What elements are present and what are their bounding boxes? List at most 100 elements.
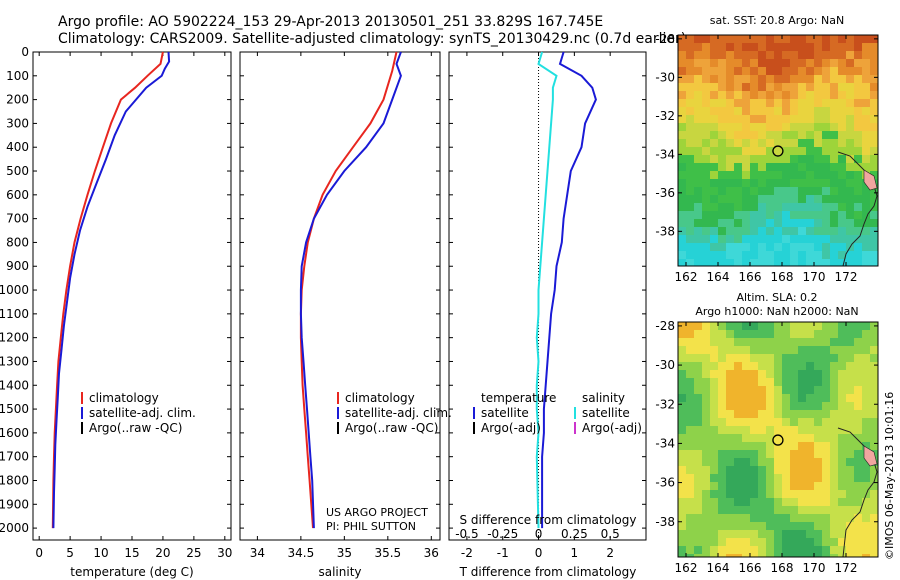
heatmap-cell [750, 538, 758, 546]
heatmap-cell [766, 522, 774, 530]
y-tick-label: 1600 [0, 426, 29, 440]
map-y-tick-label: -38 [655, 224, 675, 238]
heatmap-cell [790, 83, 798, 91]
heatmap-cell [798, 378, 806, 386]
heatmap-cell [854, 434, 862, 442]
temperature-plot-frame [32, 51, 232, 541]
heatmap-cell [806, 370, 814, 378]
heatmap-cell [774, 370, 782, 378]
heatmap-cell [702, 522, 710, 530]
heatmap-cell [846, 522, 854, 530]
heatmap-cell [814, 139, 822, 147]
heatmap-cell [726, 538, 734, 546]
heatmap-cell [846, 322, 854, 330]
heatmap-cell [854, 546, 862, 554]
heatmap-cell [814, 506, 822, 514]
heatmap-cell [846, 482, 854, 490]
heatmap-cell [766, 227, 774, 235]
heatmap-cell [686, 474, 694, 482]
heatmap-cell [734, 131, 742, 139]
heatmap-cell [750, 43, 758, 51]
heatmap-cell [806, 187, 814, 195]
heatmap-cell [694, 458, 702, 466]
heatmap-cell [686, 115, 694, 123]
heatmap-cell [798, 147, 806, 155]
heatmap-cell [830, 530, 838, 538]
heatmap-cell [686, 259, 694, 266]
heatmap-cell [742, 59, 750, 67]
heatmap-cell [814, 418, 822, 426]
heatmap-cell [702, 147, 710, 155]
heatmap-cell [750, 91, 758, 99]
heatmap-cell [790, 147, 798, 155]
heatmap-cell [678, 378, 686, 386]
heatmap-cell [718, 418, 726, 426]
heatmap-cell [742, 458, 750, 466]
heatmap-cell [838, 155, 846, 163]
heatmap-cell [854, 362, 862, 370]
heatmap-cell [726, 450, 734, 458]
heatmap-cell [790, 99, 798, 107]
map-y-tick-label: -30 [655, 70, 675, 84]
heatmap-cell [718, 410, 726, 418]
heatmap-cell [750, 514, 758, 522]
heatmap-cell [806, 434, 814, 442]
heatmap-cell [814, 235, 822, 243]
heatmap-cell [710, 482, 718, 490]
heatmap-cell [694, 474, 702, 482]
heatmap-cell [822, 155, 830, 163]
heatmap-cell [694, 147, 702, 155]
heatmap-cell [870, 466, 878, 474]
heatmap-cell [766, 147, 774, 155]
heatmap-cell [830, 450, 838, 458]
sst-map-title: sat. SST: 20.8 Argo: NaN [710, 14, 844, 27]
y-tick-label: 600 [6, 188, 29, 202]
heatmap-cell [774, 554, 782, 557]
heatmap-cell [774, 227, 782, 235]
heatmap-cell [750, 67, 758, 75]
heatmap-cell [718, 67, 726, 75]
heatmap-cell [782, 346, 790, 354]
heatmap-cell [798, 203, 806, 211]
heatmap-cell [830, 354, 838, 362]
heatmap-cell [742, 91, 750, 99]
heatmap-cell [686, 179, 694, 187]
heatmap-cell [710, 75, 718, 83]
heatmap-cell [798, 75, 806, 83]
heatmap-cell [846, 83, 854, 91]
heatmap-cell [686, 163, 694, 171]
heatmap-cell [702, 187, 710, 195]
heatmap-cell [806, 338, 814, 346]
y-tick-label: 500 [6, 164, 29, 178]
heatmap-cell [750, 354, 758, 362]
heatmap-cell [838, 147, 846, 155]
heatmap-cell [718, 187, 726, 195]
salinity-axis-ticks: 34 34.5 35 35.5 36 [250, 52, 439, 560]
heatmap-cell [774, 155, 782, 163]
heatmap-cell [734, 322, 742, 330]
heatmap-cell [838, 458, 846, 466]
heatmap-cell [822, 243, 830, 251]
heatmap-cell [734, 147, 742, 155]
sla-land-patch [863, 445, 878, 467]
heatmap-cell [694, 187, 702, 195]
heatmap-cell [774, 362, 782, 370]
heatmap-cell [678, 418, 686, 426]
heatmap-cell [822, 482, 830, 490]
heatmap-cell [718, 490, 726, 498]
heatmap-cell [862, 530, 870, 538]
heatmap-cell [702, 394, 710, 402]
temperature-series [51, 51, 171, 529]
heatmap-cell [758, 163, 766, 171]
x-tick-label: 34.5 [288, 546, 315, 560]
heatmap-cell [702, 554, 710, 557]
heatmap-cell [710, 67, 718, 75]
heatmap-cell [782, 243, 790, 251]
heatmap-cell [806, 546, 814, 554]
heatmap-cell [782, 139, 790, 147]
heatmap-cell [790, 474, 798, 482]
heatmap-cell [774, 139, 782, 147]
heatmap-cell [790, 131, 798, 139]
heatmap-cell [702, 426, 710, 434]
